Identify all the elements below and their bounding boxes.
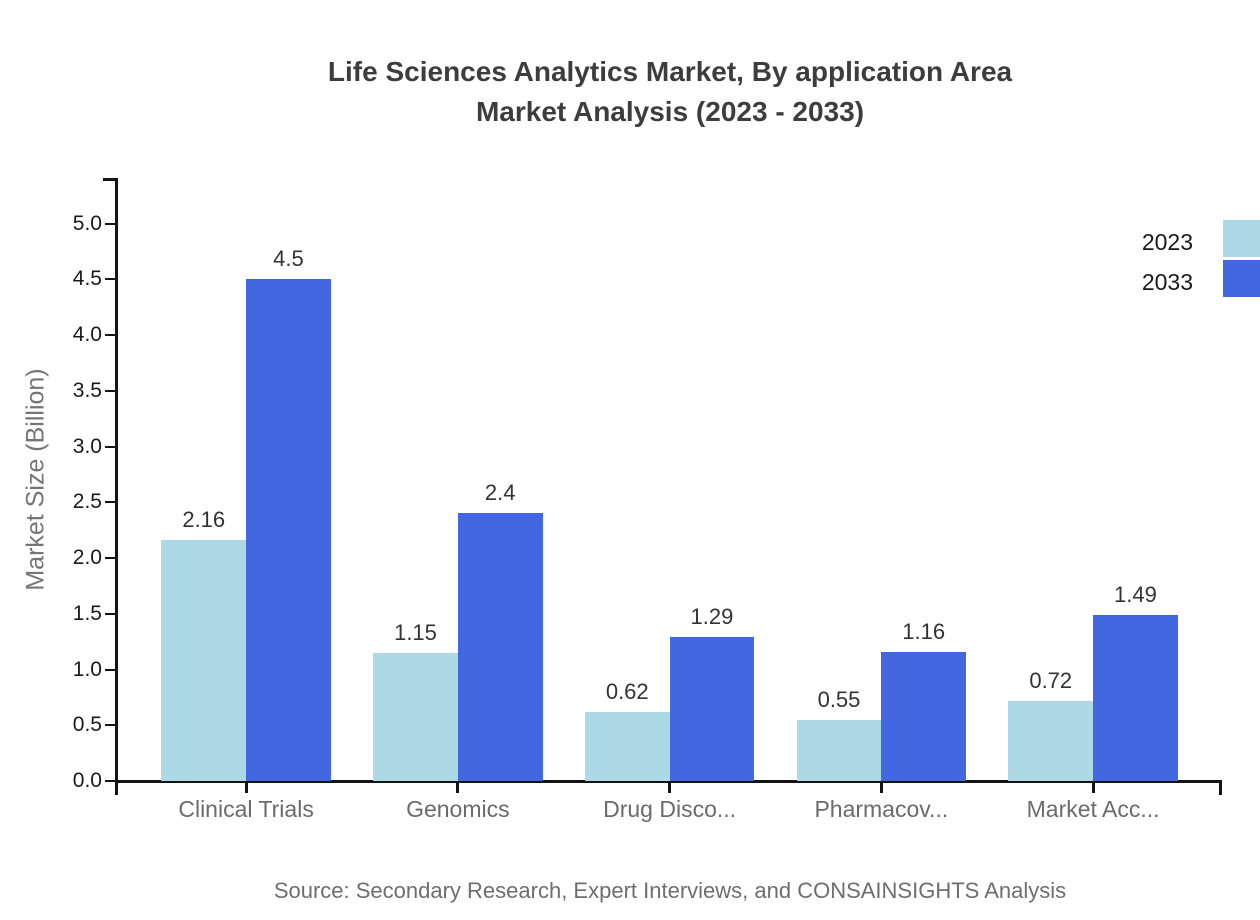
bar-2033-market-acc [1093,614,1178,781]
y-tick-label: 2.5 [72,490,102,514]
value-label-2023-genomics: 1.15 [394,619,437,645]
bar-2023-genomics [373,652,458,781]
chart-title-line1: Life Sciences Analytics Market, By appli… [327,56,1013,87]
y-tick [105,724,115,727]
y-tick-label: 0.5 [72,713,102,737]
value-label-2023-drug-disco: 0.62 [605,678,649,704]
legend-label-2033: 2033 [1141,269,1193,295]
y-axis-line [115,178,118,795]
y-tick [105,389,115,392]
x-tick [244,783,248,793]
value-label-2033-clinical-trials: 4.5 [273,246,304,272]
y-tick-label: 5.0 [72,211,102,235]
y-tick-label: 1.5 [72,601,102,625]
bar-2023-drug-disco [584,711,670,781]
y-tick-label: 0.0 [72,769,102,792]
y-tick-label: 3.5 [72,378,102,402]
chart-title: Life Sciences Analytics Market, By appli… [80,52,1260,132]
y-tick [105,557,115,560]
value-label-2033-pharmacov: 1.16 [902,618,946,644]
legend-swatch-2023 [1223,220,1260,257]
bar-2033-clinical-trials [246,279,331,781]
bar-2033-genomics [457,513,543,781]
bar-2023-clinical-trials [161,540,247,781]
value-label-2033-genomics: 2.4 [484,480,516,506]
bar-2023-pharmacov [796,719,882,781]
x-axis-category-label-genomics: Genomics [406,796,510,822]
y-tick [105,612,115,615]
x-axis-category-label-clinical-trials: Clinical Trials [178,796,314,822]
y-tick [105,334,115,337]
y-tick-label: 3.0 [72,434,102,458]
x-axis-cap [1219,780,1222,795]
y-tick [105,780,115,782]
value-label-2033-market-acc: 1.49 [1114,581,1157,607]
y-tick-label: 4.0 [72,323,102,347]
y-tick-label: 1.0 [72,657,102,681]
x-axis-category-label-market-acc: Market Acc... [1026,796,1160,822]
y-tick [105,278,115,281]
y-tick [105,222,115,225]
x-tick [879,783,883,793]
y-axis-cap [103,178,116,181]
y-tick-label: 2.0 [72,546,102,570]
y-tick [105,668,115,671]
value-label-2023-clinical-trials: 2.16 [182,507,226,533]
bar-2033-drug-disco [669,637,755,781]
value-label-2023-pharmacov: 0.55 [817,686,861,712]
legend-swatch-2033 [1223,260,1260,297]
chart-title-line2: Market Analysis (2023 - 2033) [475,96,865,127]
x-axis-category-label-drug-disco: Drug Disco... [603,796,737,822]
x-axis-line [115,780,1222,783]
y-tick [105,445,115,448]
x-tick [668,783,672,793]
y-tick [105,501,115,504]
x-tick [1091,783,1095,793]
bar-2023-market-acc [1008,700,1094,781]
y-tick-label: 4.5 [72,267,102,291]
value-label-2023-market-acc: 0.72 [1029,667,1073,693]
value-label-2033-drug-disco: 1.29 [690,604,734,630]
source-note: Source: Secondary Research, Expert Inter… [273,878,1067,903]
legend-label-2023: 2023 [1141,229,1193,255]
bar-2033-pharmacov [881,651,967,781]
x-tick [456,783,460,793]
x-axis-category-label-pharmacov: Pharmacov... [814,796,949,822]
